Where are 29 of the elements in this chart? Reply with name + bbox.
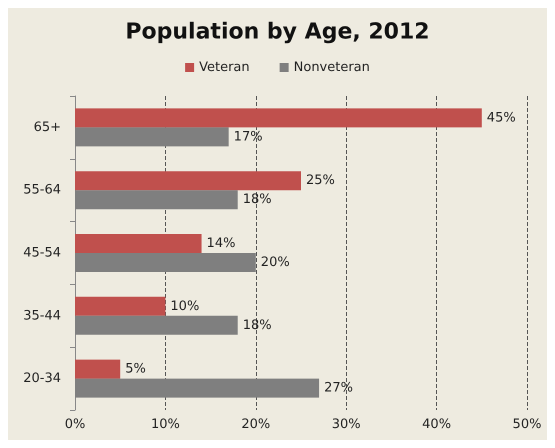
data-label: 14% bbox=[206, 236, 236, 251]
y-tick-label: 55-64 bbox=[23, 182, 61, 198]
data-label: 45% bbox=[486, 110, 516, 126]
data-label: 18% bbox=[242, 318, 272, 333]
data-label: 17% bbox=[234, 129, 263, 144]
bar bbox=[75, 108, 482, 128]
data-label: 20% bbox=[260, 255, 290, 270]
y-tick-label: 35-44 bbox=[23, 308, 61, 324]
bar bbox=[75, 296, 166, 316]
data-label: 5% bbox=[125, 362, 146, 377]
legend-label: Veteran bbox=[199, 60, 250, 75]
legend-label: Nonveteran bbox=[294, 60, 370, 75]
bar bbox=[75, 360, 120, 379]
data-label: 25% bbox=[306, 173, 335, 188]
data-label: 18% bbox=[242, 192, 272, 208]
bar bbox=[75, 171, 301, 190]
x-tick-label: 0% bbox=[64, 417, 86, 432]
y-tick-label: 45-54 bbox=[23, 246, 61, 260]
data-label: 27% bbox=[324, 380, 353, 396]
bar bbox=[75, 234, 202, 253]
x-tick-label: 20% bbox=[241, 417, 270, 432]
x-tick-label: 30% bbox=[332, 417, 361, 432]
x-tick-label: 50% bbox=[512, 417, 542, 432]
chart-title: Population by Age, 2012 bbox=[125, 20, 430, 44]
data-label: 10% bbox=[170, 298, 200, 314]
y-tick-label: 65+ bbox=[34, 120, 61, 135]
x-tick-label: 40% bbox=[422, 417, 452, 432]
y-tick-label: 20-34 bbox=[23, 371, 61, 386]
x-tick-label: 10% bbox=[150, 417, 180, 432]
